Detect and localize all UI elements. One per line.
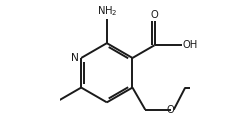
Text: N: N [71, 53, 79, 63]
Text: O: O [151, 10, 158, 20]
Text: OH: OH [183, 40, 198, 50]
Text: O: O [167, 105, 175, 115]
Text: NH$_2$: NH$_2$ [97, 4, 117, 18]
